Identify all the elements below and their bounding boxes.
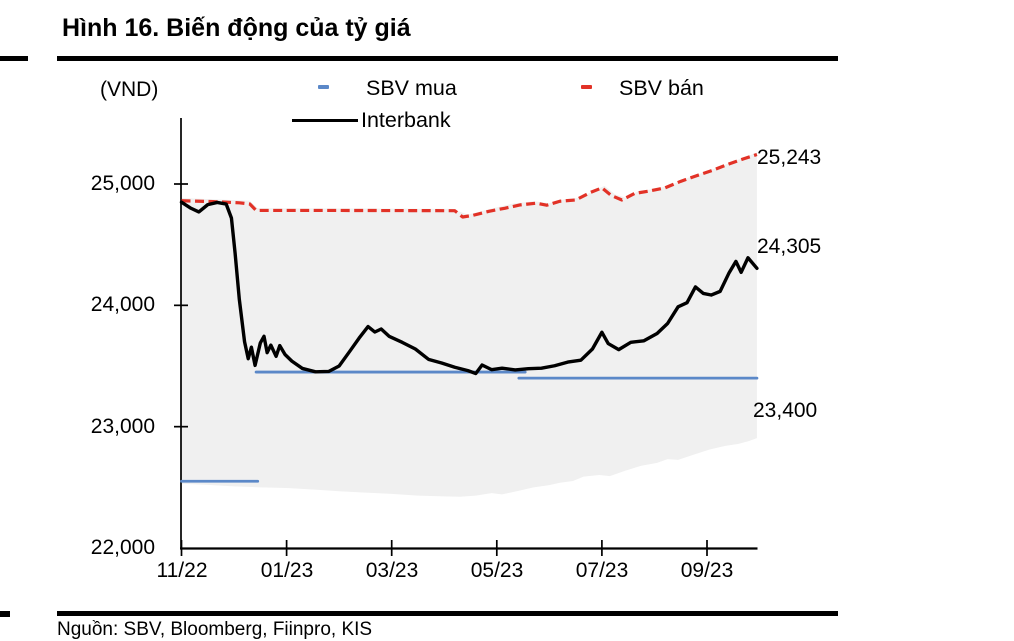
x-tick-01-23: 01/23 [260,559,314,582]
y-tick-23000: 23,000 [90,415,155,438]
x-tick-03-23: 03/23 [365,559,419,582]
legend-label-interbank: Interbank [361,108,451,132]
x-tick-09-23: 09/23 [680,559,734,582]
source-note: Nguồn: SBV, Bloomberg, Fiinpro, KIS [57,619,373,640]
annotation-sbv-ban-last: 25,243 [757,146,822,169]
annotation-interbank-last: 24,305 [757,235,822,258]
y-tick-24000: 24,000 [90,293,155,316]
x-tick-11-22: 11/22 [156,559,208,582]
top-rule-left-fragment [0,56,28,61]
bottom-rule-left-fragment [0,611,10,617]
y-tick-22000: 22,000 [90,536,155,559]
legend-marker-interbank [292,119,358,123]
y-tick-25000: 25,000 [90,172,155,195]
bottom-rule [57,611,838,616]
title-rule [57,56,838,61]
legend-label-sbv-mua: SBV mua [366,76,457,100]
x-tick-07-23: 07/23 [575,559,629,582]
legend-marker-sbv-ban [581,85,592,89]
y-axis-unit-label: (VND) [100,78,159,101]
x-tick-05-23: 05/23 [470,559,524,582]
legend-label-sbv-ban: SBV bán [619,76,704,100]
figure-title: Hình 16. Biến động của tỷ giá [62,14,411,42]
legend-marker-sbv-mua [318,85,329,89]
annotation-sbv-mua-last: 23,400 [753,399,818,422]
